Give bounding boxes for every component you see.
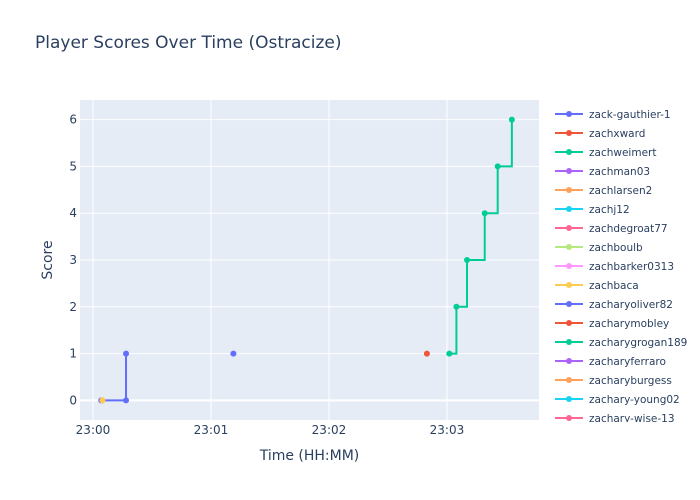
legend-marker [566, 301, 572, 307]
legend-item-zacharyferraro[interactable]: zacharyferraro [555, 356, 666, 368]
legend-item-zachbarker0313[interactable]: zachbarker0313 [555, 261, 674, 273]
y-tick-label: 4 [69, 206, 77, 220]
y-tick-label: 2 [69, 300, 77, 314]
grid-lines [80, 100, 539, 420]
y-axis-title: Score [40, 240, 56, 279]
legend-marker [566, 244, 572, 250]
series-line-zachweimert [449, 119, 513, 355]
legend-item-zachj12[interactable]: zachj12 [555, 204, 630, 216]
data-point-zachxward[interactable] [423, 350, 430, 357]
legend-label: zachj12 [589, 204, 630, 216]
legend-item-zack-gauthier-1[interactable]: zack-gauthier-1 [555, 109, 671, 121]
legend[interactable]: zack-gauthier-1 zachxward zachweimert zachm… [555, 109, 687, 425]
legend-label: zack-gauthier-1 [589, 109, 671, 121]
legend-marker [566, 263, 572, 269]
legend-label: zachary-young02 [589, 394, 680, 406]
legend-item-zacharyburgess[interactable]: zacharyburgess [555, 375, 672, 387]
legend-marker [566, 396, 572, 402]
legend-label: zachman03 [589, 166, 650, 178]
data-point-zachweimert[interactable] [494, 163, 501, 170]
legend-item-zachweimert[interactable]: zachweimert [555, 147, 656, 159]
legend-label: zacharymobley [589, 318, 669, 330]
data-point-zacharyoliver82[interactable] [230, 350, 237, 357]
legend-item-zachxward[interactable]: zachxward [555, 128, 645, 140]
legend-item-zachdegroat77[interactable]: zachdegroat77 [555, 223, 668, 235]
legend-marker [566, 111, 572, 117]
legend-marker [566, 358, 572, 364]
y-tick-label: 5 [69, 159, 77, 173]
data-point-zachweimert[interactable] [508, 116, 515, 123]
x-axis-title: Time (HH:MM) [259, 448, 360, 464]
data-point-zachweimert[interactable] [481, 210, 488, 217]
data-point-zachweimert[interactable] [464, 257, 471, 263]
legend-marker [566, 282, 572, 288]
legend-label: zachlarsen2 [589, 185, 652, 197]
legend-marker [566, 206, 572, 212]
x-tick-label: 23:03 [430, 423, 465, 437]
legend-marker [566, 225, 572, 231]
legend-marker [566, 415, 572, 421]
legend-marker [566, 377, 572, 383]
legend-item-zacharymobley[interactable]: zacharymobley [555, 318, 669, 330]
x-tick-label: 23:01 [194, 423, 229, 437]
x-tick-label: 23:00 [76, 423, 111, 437]
data-point-zack-gauthier-1[interactable] [123, 397, 130, 404]
legend-marker [566, 339, 572, 345]
legend-item-zachbaca[interactable]: zachbaca [555, 280, 639, 292]
legend-label: zacharyburgess [589, 375, 672, 387]
legend-item-zachman03[interactable]: zachman03 [555, 166, 650, 178]
legend-item-zachboulb[interactable]: zachboulb [555, 242, 643, 254]
legend-item-zachary-wise-13[interactable]: zachary-wise-13 [555, 413, 675, 425]
data-point-zack-gauthier-1[interactable] [123, 350, 130, 357]
x-tick-labels: 23:00 23:01 23:02 23:03 [76, 423, 465, 437]
legend-label: zacharyferraro [589, 356, 666, 368]
legend-item-zacharyoliver82[interactable]: zacharyoliver82 [555, 299, 673, 311]
legend-label: zacharygrogan189 [589, 337, 687, 349]
legend-marker [566, 320, 572, 326]
legend-marker [566, 149, 572, 155]
legend-label: zachary-wise-13 [589, 413, 675, 425]
y-tick-label: 1 [69, 347, 77, 361]
legend-marker [566, 130, 572, 136]
data-point-zachweimert[interactable] [446, 350, 453, 357]
legend-label: zachbaca [589, 280, 639, 292]
legend-label: zachbarker0313 [589, 261, 674, 273]
data-point-zachbaca[interactable] [99, 397, 106, 404]
data-point-zachweimert[interactable] [453, 303, 460, 310]
legend-marker [566, 187, 572, 193]
y-tick-label: 3 [69, 253, 77, 267]
y-tick-label: 6 [69, 113, 77, 127]
legend-item-zacharygrogan189[interactable]: zacharygrogan189 [555, 337, 687, 349]
legend-label: zachweimert [589, 147, 656, 159]
legend-item-zachary-young02[interactable]: zachary-young02 [555, 394, 680, 406]
x-tick-label: 23:02 [312, 423, 347, 437]
series-layer [98, 116, 515, 404]
legend-label: zachboulb [589, 242, 643, 254]
chart-title: Player Scores Over Time (Ostracize) [35, 33, 342, 53]
legend-marker [566, 168, 572, 174]
legend-item-zachlarsen2[interactable]: zachlarsen2 [555, 185, 652, 197]
legend-label: zachxward [589, 128, 645, 140]
y-tick-label: 0 [69, 393, 77, 407]
legend-label: zachdegroat77 [589, 223, 668, 235]
y-tick-labels: 0 1 2 3 4 5 6 [69, 113, 77, 408]
legend-label: zacharyoliver82 [589, 299, 673, 311]
